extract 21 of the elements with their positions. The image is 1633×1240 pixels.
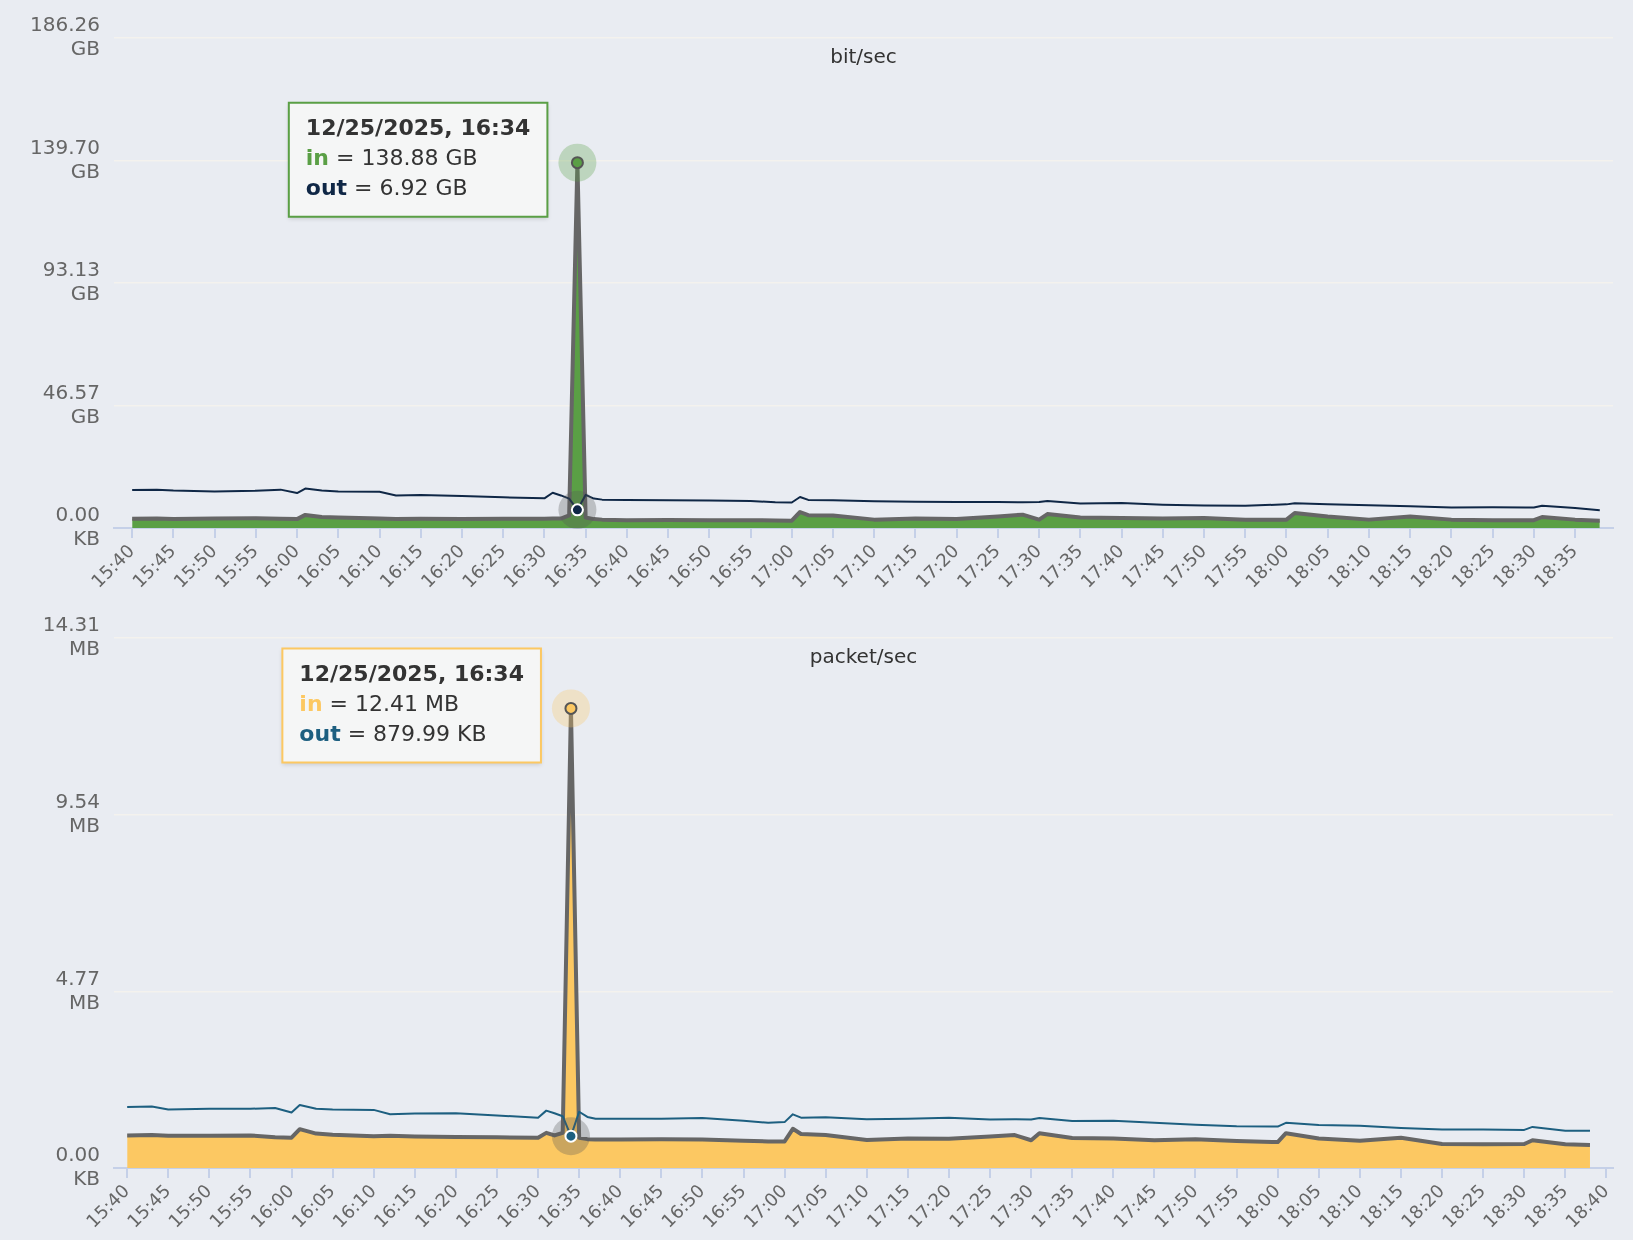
chart-title: bit/sec [830, 44, 897, 69]
text: out [305, 175, 348, 201]
annotation: 12/25/2025, 16:34 [299, 661, 524, 687]
y-tick-label: 93.13 GB [42, 257, 100, 306]
y-tick-label: 14.31 MB [42, 612, 100, 661]
annotation: = 12.41 MB [322, 691, 460, 717]
text: in [299, 691, 323, 717]
annotation: 12/25/2025, 16:34 [305, 115, 531, 141]
y-tick-label: 0.00 KB [55, 1142, 100, 1191]
annotation: = 138.88 GB [329, 145, 478, 171]
y-tick-label: 186.26 GB [30, 12, 100, 61]
y-tick-label: 0.00 KB [55, 502, 100, 551]
y-tick-label: 139.70 GB [30, 134, 100, 183]
y-tick-label: 4.77 MB [55, 965, 100, 1014]
chart-title: packet/sec [809, 644, 918, 669]
text: in [305, 145, 330, 171]
annotation: = 6.92 GB [347, 175, 468, 201]
annotation: = 879.99 KB [340, 721, 487, 747]
y-tick-label: 46.57 GB [42, 379, 100, 428]
text: out [299, 721, 342, 747]
y-tick-label: 9.54 MB [55, 788, 100, 837]
